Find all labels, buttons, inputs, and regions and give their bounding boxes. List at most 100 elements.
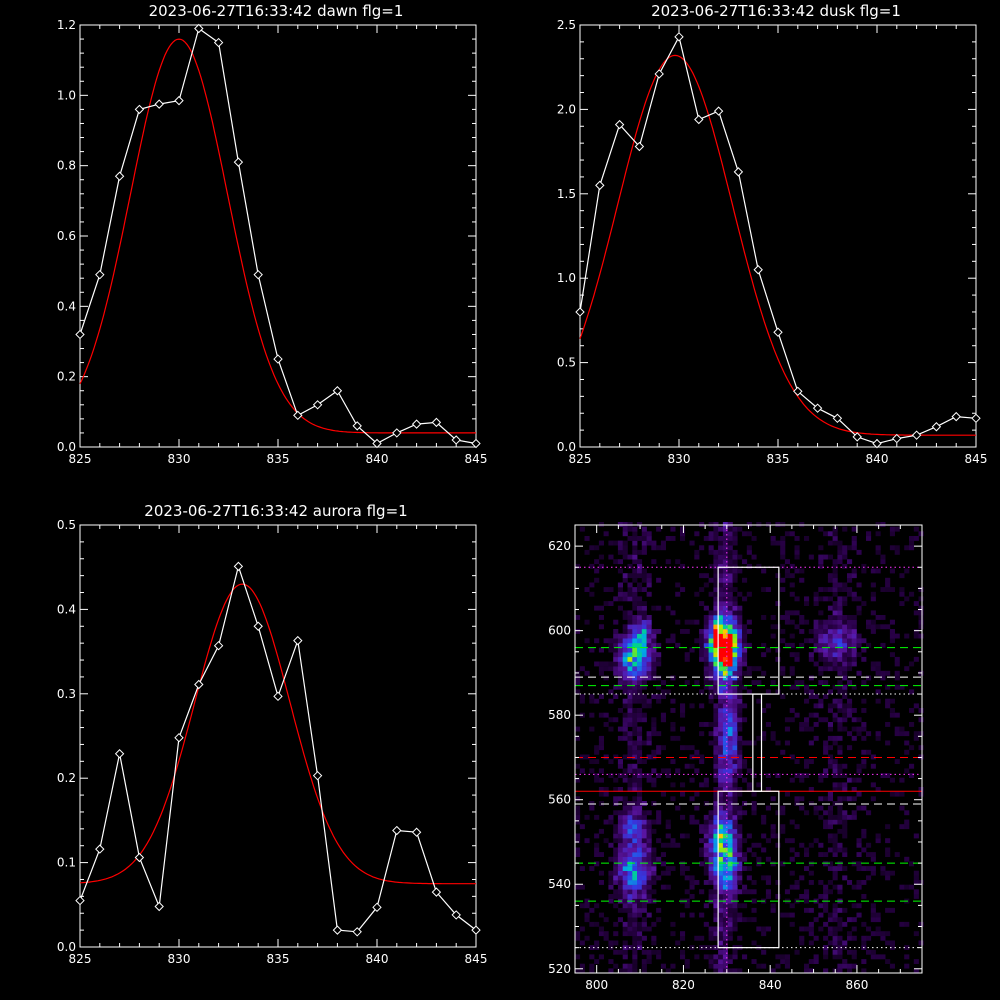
heatmap-cell xyxy=(637,624,643,630)
heatmap-cell xyxy=(722,847,728,853)
heatmap-cell xyxy=(851,926,857,932)
heatmap-cell xyxy=(622,670,628,676)
heatmap-cell xyxy=(722,642,728,648)
heatmap-cell xyxy=(823,949,829,955)
heatmap-cell xyxy=(804,717,810,723)
heatmap-cell xyxy=(627,619,633,625)
heatmap-cell xyxy=(575,805,581,811)
heatmap-cell xyxy=(617,540,623,546)
heatmap-cell xyxy=(889,619,895,625)
heatmap-cell xyxy=(875,549,881,555)
heatmap-cell xyxy=(761,926,767,932)
heatmap-cell xyxy=(837,652,843,658)
heatmap-cell xyxy=(737,554,743,560)
heatmap-cell xyxy=(818,773,824,778)
heatmap-cell xyxy=(627,768,633,774)
heatmap-cell xyxy=(746,619,752,625)
heatmap-cell xyxy=(622,875,628,881)
heatmap-cell xyxy=(780,587,786,592)
heatmap-cell xyxy=(804,698,810,704)
heatmap-cell xyxy=(675,768,681,774)
heatmap-cell xyxy=(780,670,786,676)
heatmap-cell xyxy=(851,796,857,802)
heatmap-cell xyxy=(727,875,733,881)
heatmap-cell xyxy=(651,777,657,783)
heatmap-cell xyxy=(703,675,709,681)
heatmap-cell xyxy=(651,940,657,946)
heatmap-cell xyxy=(598,768,604,774)
x-tick-label: 830 xyxy=(668,452,691,466)
heatmap-cell xyxy=(789,884,795,890)
heatmap-cell xyxy=(737,526,743,532)
heatmap-cell xyxy=(861,847,867,853)
heatmap-cell xyxy=(761,652,767,658)
heatmap-cell xyxy=(856,768,862,774)
heatmap-cell xyxy=(818,894,824,899)
heatmap-cell xyxy=(722,698,728,704)
heatmap-cell xyxy=(847,880,853,885)
heatmap-cell xyxy=(727,568,733,574)
heatmap-cell xyxy=(641,531,647,537)
heatmap-cell xyxy=(656,949,662,955)
heatmap-cell xyxy=(842,619,848,625)
heatmap-cell xyxy=(737,749,743,755)
heatmap-cell xyxy=(656,684,662,690)
heatmap-cell xyxy=(656,819,662,825)
heatmap-cell xyxy=(651,856,657,862)
heatmap-cell xyxy=(765,856,771,862)
heatmap-cell xyxy=(789,870,795,876)
heatmap-cell xyxy=(589,907,595,913)
heatmap-cell xyxy=(694,768,700,774)
heatmap-cell xyxy=(866,619,872,625)
heatmap-cell xyxy=(579,694,585,699)
heatmap-cell xyxy=(746,782,752,788)
heatmap-cell xyxy=(713,638,719,644)
heatmap-cell xyxy=(637,870,643,876)
heatmap-cell xyxy=(832,656,838,662)
heatmap-cell xyxy=(837,828,843,834)
heatmap-cell xyxy=(889,633,895,639)
heatmap-cell xyxy=(866,624,872,630)
heatmap-cell xyxy=(837,847,843,853)
heatmap-cell xyxy=(742,684,748,690)
heatmap-cell xyxy=(742,638,748,644)
heatmap-cell xyxy=(722,949,728,955)
heatmap-cell xyxy=(751,907,757,913)
heatmap-cell xyxy=(646,731,652,737)
data-point xyxy=(471,438,481,449)
heatmap-cell xyxy=(823,884,829,890)
heatmap-cell xyxy=(632,819,638,825)
heatmap-cell xyxy=(751,791,757,797)
heatmap-cell xyxy=(808,968,814,974)
heatmap-cell xyxy=(837,656,843,662)
heatmap-cell xyxy=(847,647,853,653)
heatmap-cell xyxy=(613,694,619,699)
heatmap-cell xyxy=(589,945,595,950)
heatmap-cell xyxy=(889,526,895,532)
heatmap-cell xyxy=(708,675,714,681)
heatmap-cell xyxy=(885,773,891,778)
heatmap-cell xyxy=(804,847,810,853)
heatmap-cell xyxy=(732,698,738,704)
heatmap-cell xyxy=(632,675,638,681)
heatmap-cell xyxy=(617,726,623,732)
heatmap-cell xyxy=(694,549,700,555)
heatmap-cell xyxy=(823,740,829,746)
heatmap-cell xyxy=(713,652,719,658)
heatmap-cell xyxy=(608,968,614,974)
heatmap-cell xyxy=(722,787,728,792)
heatmap-cell xyxy=(842,824,848,830)
heatmap-cell xyxy=(632,894,638,899)
heatmap-cell xyxy=(713,861,719,867)
heatmap-cell xyxy=(756,842,762,848)
heatmap-cell xyxy=(651,880,657,885)
heatmap-cell xyxy=(746,531,752,537)
heatmap-cell xyxy=(722,675,728,681)
heatmap-cell xyxy=(632,940,638,946)
heatmap-cell xyxy=(575,615,581,620)
heatmap-cell xyxy=(646,842,652,848)
heatmap-cell xyxy=(851,526,857,532)
heatmap-cell xyxy=(651,875,657,881)
heatmap-cell xyxy=(718,828,724,834)
heatmap-cell xyxy=(737,824,743,830)
